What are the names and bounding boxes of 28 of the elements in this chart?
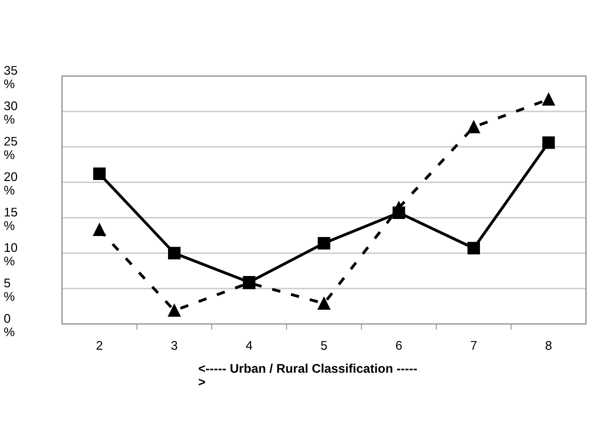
y-tick-label: 0 %	[4, 314, 14, 336]
x-tick-label: 4	[246, 341, 252, 350]
x-axis-title: <----- Urban / Rural Classification ----- >	[198, 364, 417, 386]
y-tick-label: 35 %	[4, 66, 18, 88]
y-tick-label: 20 %	[4, 172, 18, 195]
x-tick-label: 8	[546, 340, 552, 350]
point	[93, 168, 106, 180]
point	[168, 304, 181, 317]
x-tick-label: 7	[470, 341, 477, 350]
x-tick-label: 6	[396, 340, 402, 350]
y-tick-label: 10 %	[4, 243, 18, 266]
point	[168, 246, 181, 260]
x-tick-label: 5	[321, 341, 327, 350]
point	[392, 206, 406, 220]
point	[467, 120, 480, 134]
y-tick-label: 25 %	[4, 136, 18, 160]
point	[318, 236, 330, 250]
point	[542, 93, 555, 106]
point	[242, 276, 256, 288]
point	[93, 224, 106, 236]
point	[467, 242, 480, 254]
x-tick-label: 2	[96, 340, 102, 350]
y-tick-label: 15 %	[4, 208, 18, 230]
y-tick-label: 30 %	[4, 101, 18, 124]
point	[542, 136, 555, 149]
point	[318, 297, 330, 310]
y-tick-label: 5 %	[4, 278, 14, 301]
x-tick-label: 3	[171, 340, 178, 350]
